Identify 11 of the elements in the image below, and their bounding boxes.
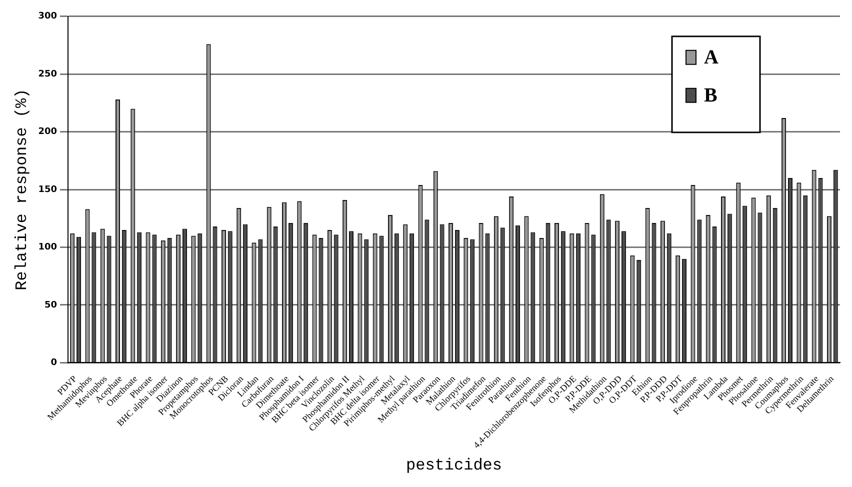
y-tick-label: 50: [44, 300, 57, 310]
legend-label: B: [704, 84, 718, 107]
y-tick-label: 250: [38, 69, 57, 80]
y-tick-label: 300: [38, 12, 57, 22]
y-tick-label: 100: [38, 242, 57, 253]
y-tick-label: 150: [38, 184, 57, 195]
legend-label: A: [704, 46, 719, 69]
y-tick-label: 200: [38, 127, 57, 138]
x-axis-title: pesticides: [406, 456, 502, 475]
y-axis-title: Relative response (%): [12, 88, 31, 290]
y-tick-label: 0: [50, 358, 57, 368]
